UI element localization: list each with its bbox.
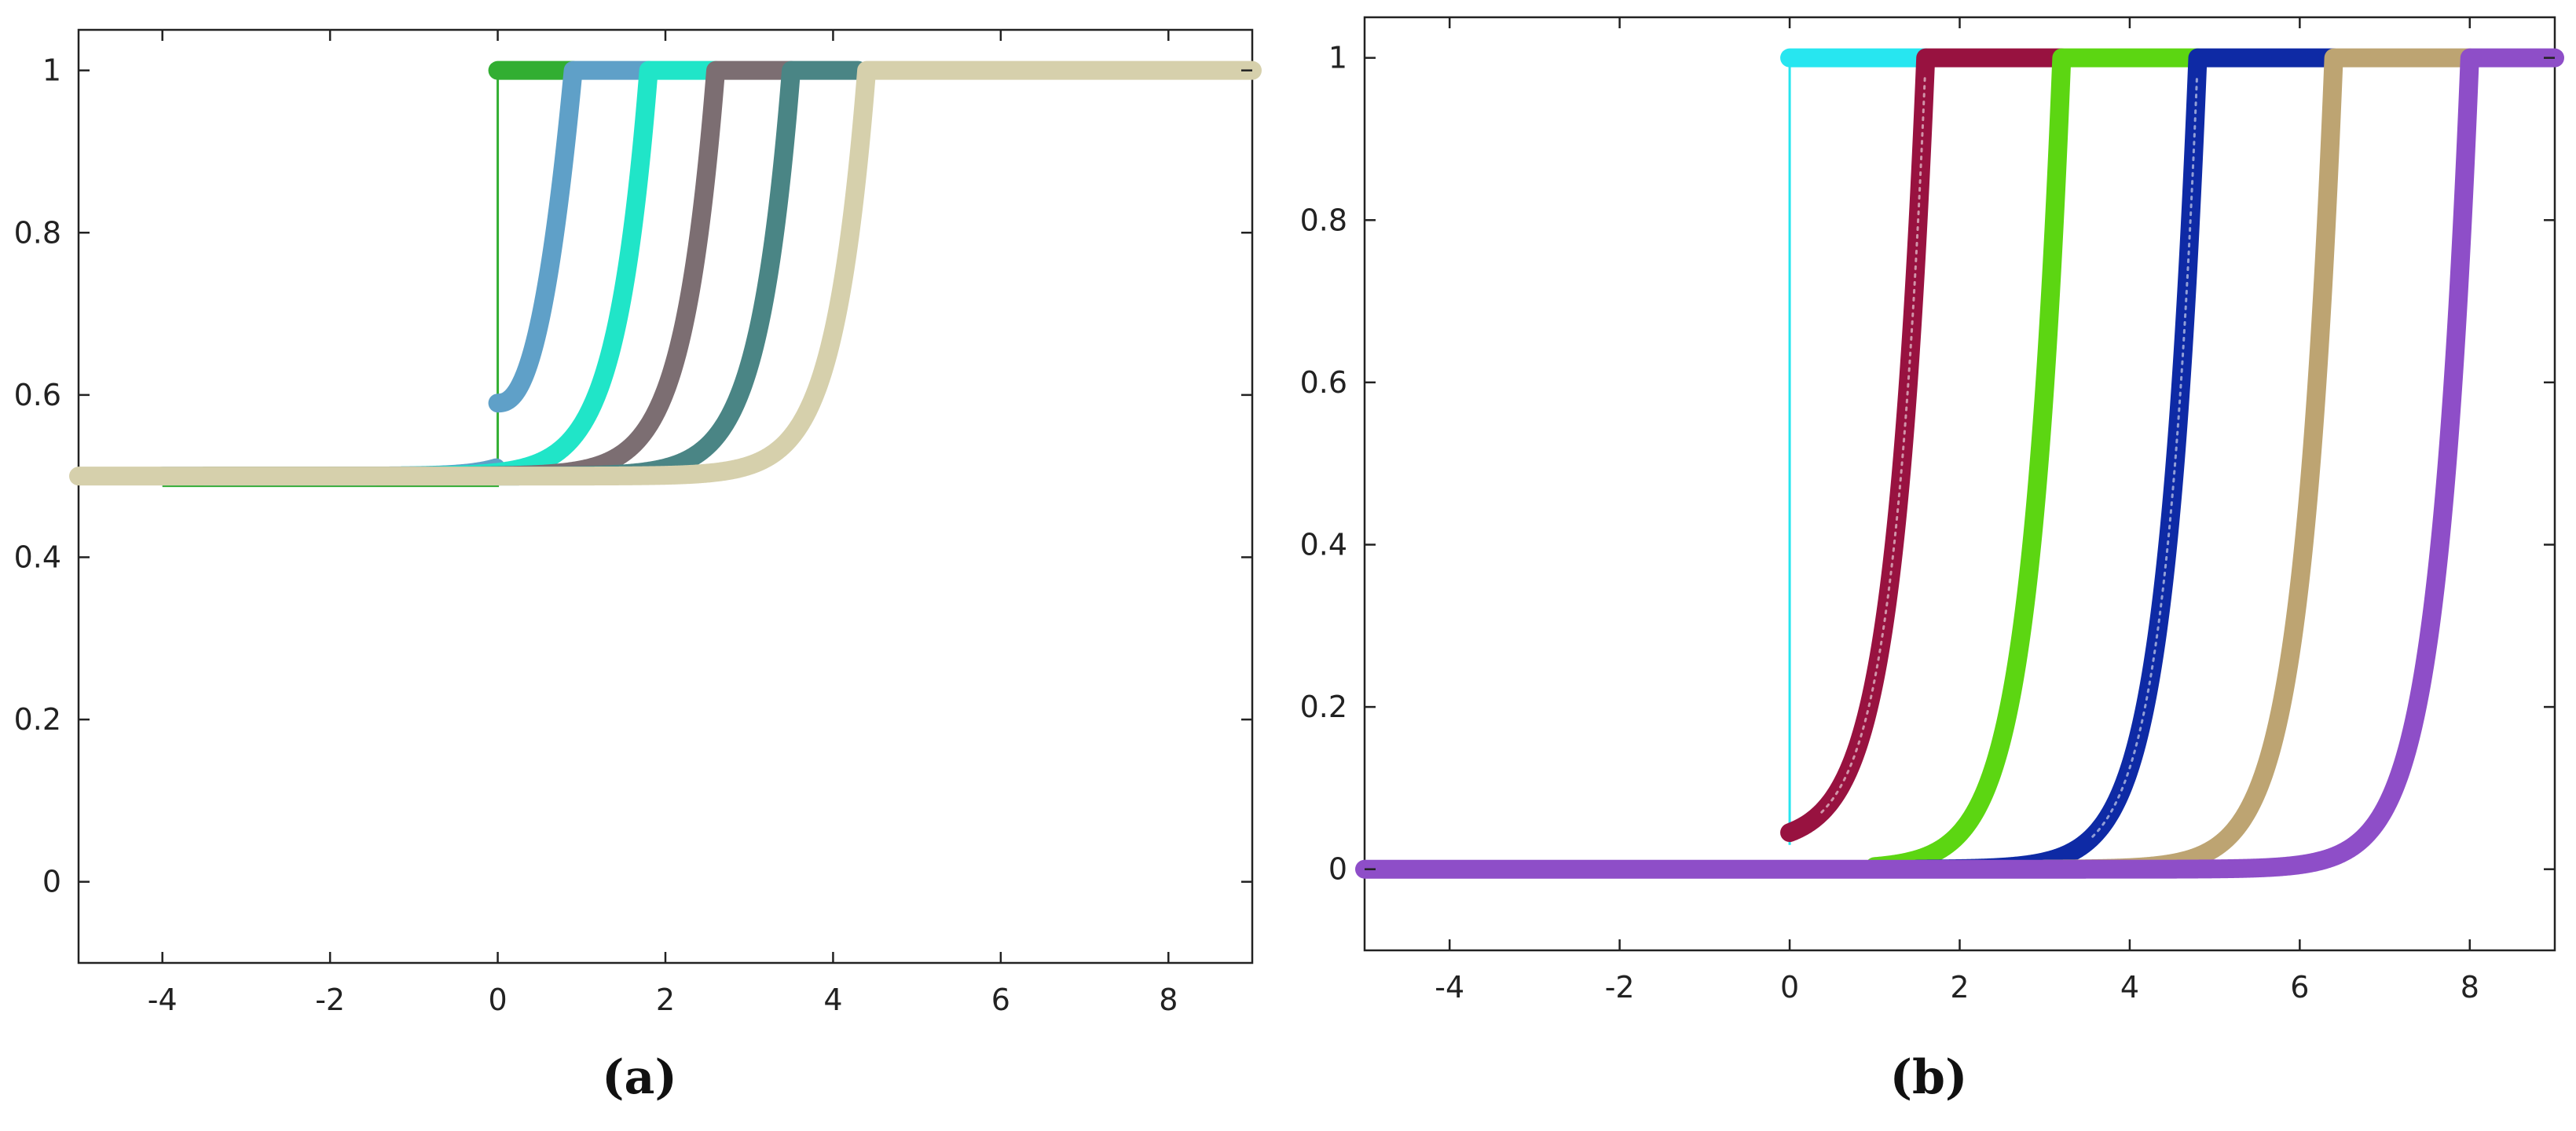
series-2: [152, 60, 658, 486]
panel-label: (b): [1890, 1050, 1968, 1105]
y-tick-label: 0: [42, 865, 61, 899]
series-3: [195, 60, 726, 486]
chart-panel-a: -4 -2 0 2 4 6 8 0 0.2 0.4 0.6 0.8 1 (a): [14, 28, 1262, 1105]
x-tick-label: 6: [991, 983, 1010, 1017]
y-tick-label: 0.6: [14, 378, 61, 412]
series-step-line: [162, 70, 500, 488]
series-marker-band: [1865, 48, 2208, 877]
x-tick-label: -4: [1435, 970, 1464, 1005]
x-tick-label: 8: [2461, 970, 2479, 1005]
series-3: [1865, 48, 2208, 877]
series-marker-band: [195, 60, 726, 486]
series-2: [1780, 48, 2072, 843]
y-tick-label: 0.8: [1300, 203, 1347, 237]
series-1: [1780, 48, 1936, 845]
x-tick-label: 8: [1159, 983, 1178, 1017]
series-1: [162, 60, 583, 488]
x-axis-ticks: -4 -2 0 2 4 6 8: [1435, 17, 2479, 1005]
y-tick-label: 0.4: [14, 540, 61, 574]
x-tick-label: 6: [2290, 970, 2309, 1005]
series-marker-band: [69, 60, 1262, 486]
chart-panel-b: -4 -2 0 2 4 6 8 0 0.2 0.4 0.6 0.8 1 (b): [1300, 16, 2564, 1105]
y-tick-label: 0.4: [1300, 527, 1347, 562]
x-tick-label: -4: [148, 983, 178, 1017]
y-axis-ticks: 0 0.2 0.4 0.6 0.8 1: [1300, 41, 2555, 887]
x-axis-ticks: -4 -2 0 2 4 6 8: [148, 30, 1178, 1017]
x-tick-label: -2: [1605, 970, 1635, 1005]
x-tick-label: 4: [2120, 970, 2139, 1005]
y-tick-label: 0.6: [1300, 365, 1347, 400]
y-tick-label: 0.2: [14, 702, 61, 737]
y-axis-ticks: 0 0.2 0.4 0.6 0.8 1: [14, 53, 1252, 899]
series-group: [1355, 48, 2564, 879]
series-group: [69, 60, 1262, 488]
series-marker-band: [1355, 48, 2564, 879]
x-tick-label: 4: [823, 983, 842, 1017]
series-marker-band: [488, 60, 658, 413]
x-tick-label: 2: [1950, 970, 1969, 1005]
plot-frame: [77, 28, 1254, 964]
x-tick-label: -2: [315, 983, 345, 1017]
y-tick-label: 0: [1328, 852, 1347, 887]
y-tick-label: 0.8: [14, 215, 61, 250]
panel-label: (a): [602, 1050, 677, 1105]
y-tick-label: 1: [42, 53, 61, 88]
series-marker-band: [1780, 48, 2072, 843]
x-tick-label: 0: [1780, 970, 1799, 1005]
series-open-marker-hint: [2091, 73, 2199, 838]
x-tick-label: 2: [656, 983, 675, 1017]
series-6: [69, 60, 1262, 486]
x-tick-label: 0: [488, 983, 507, 1017]
series-6: [1355, 48, 2564, 879]
y-tick-label: 0.2: [1300, 690, 1347, 724]
y-tick-label: 1: [1328, 41, 1347, 75]
